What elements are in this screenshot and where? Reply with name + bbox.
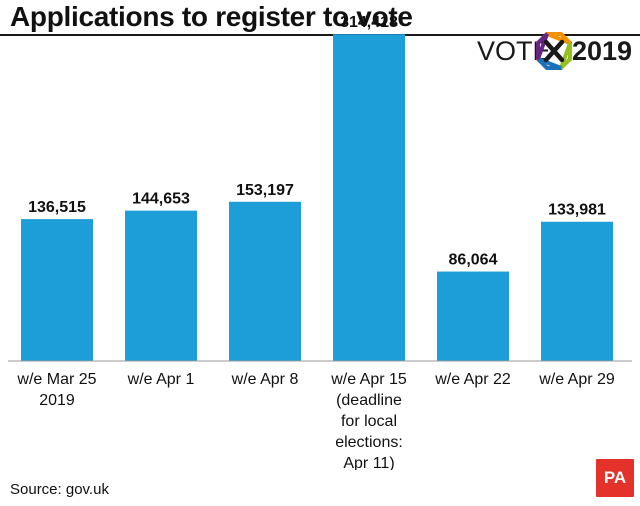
category-label: for local: [341, 413, 397, 430]
bar: [437, 271, 509, 361]
category-label: w/e Apr 1: [127, 371, 195, 388]
category-label: elections:: [335, 434, 403, 451]
category-label: Apr 11): [343, 455, 394, 470]
category-label: (deadline: [336, 392, 402, 409]
source-note: Source: gov.uk: [10, 481, 109, 498]
data-label: 86,064: [449, 252, 498, 269]
ballot-x-icon: [536, 32, 572, 70]
title-rule: [0, 34, 640, 36]
data-label: 136,515: [28, 199, 86, 216]
data-label: 144,653: [132, 191, 190, 208]
data-label: 133,981: [548, 202, 606, 219]
chart-title: Applications to register to vote: [10, 1, 413, 32]
bar: [333, 34, 405, 362]
bar: [125, 210, 197, 361]
data-label: 314,418: [340, 14, 398, 31]
pa-logo: PA: [596, 459, 634, 497]
bar: [21, 219, 93, 361]
category-label: w/e Apr 22: [434, 371, 511, 388]
logo-year-text: 2019: [572, 36, 633, 66]
category-label: 2019: [39, 392, 75, 409]
category-label: w/e Apr 29: [538, 371, 615, 388]
category-label: w/e Apr 15: [330, 371, 407, 388]
vote-2019-logo: VOTE 2019: [477, 32, 633, 70]
data-label: 153,197: [236, 182, 294, 199]
bar: [541, 221, 613, 361]
bar: [229, 201, 301, 361]
category-label: w/e Mar 25: [16, 371, 96, 388]
category-label: w/e Apr 8: [231, 371, 299, 388]
bar-chart: 136,515 w/e Mar 25 2019 144,653 w/e Apr 1 153…: [8, 14, 632, 470]
